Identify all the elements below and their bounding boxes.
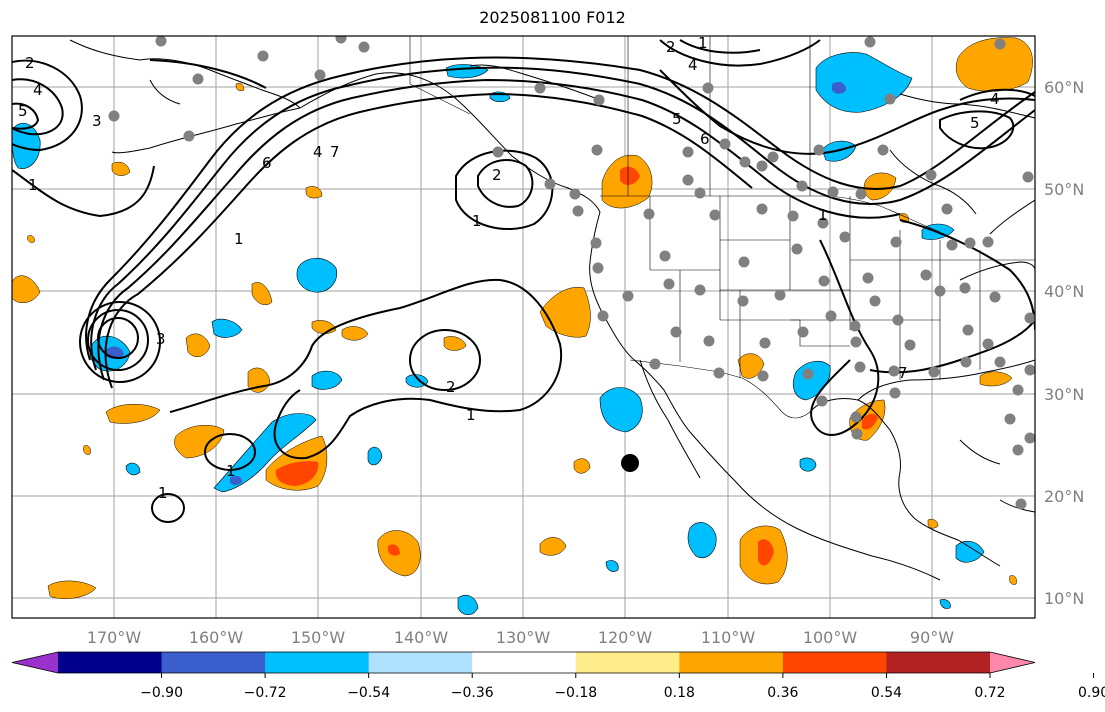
lon-label: 170°W <box>87 628 142 647</box>
svg-text:6: 6 <box>700 130 710 148</box>
colorbar-segment <box>472 652 577 673</box>
svg-text:4: 4 <box>33 81 43 99</box>
svg-text:3: 3 <box>156 330 166 348</box>
colorbar-segment <box>265 652 370 673</box>
lon-label: 140°W <box>394 628 449 647</box>
svg-text:1: 1 <box>466 406 476 424</box>
svg-text:1: 1 <box>472 212 482 230</box>
svg-text:2: 2 <box>666 38 676 56</box>
colorbar-segment <box>161 652 266 673</box>
lon-label: 90°W <box>910 628 954 647</box>
map-frame <box>11 35 1036 619</box>
lat-label: 40°N <box>1044 282 1084 301</box>
location-marker <box>621 454 639 472</box>
colorbar-labels: −0.90 −0.72 −0.54 −0.36 −0.18 0.18 0.36 0.54 0.7… <box>140 673 1105 701</box>
lat-label: 50°N <box>1044 180 1084 199</box>
lat-label: 10°N <box>1044 589 1084 608</box>
colorbar-segment <box>368 652 473 673</box>
colorbar-segment <box>679 652 784 673</box>
svg-text:2: 2 <box>25 54 35 72</box>
svg-text:2: 2 <box>446 378 456 396</box>
svg-text:7: 7 <box>898 364 908 382</box>
longitude-labels: 170°W 160°W 150°W 140°W 130°W 120°W 110°… <box>87 628 954 647</box>
svg-text:4: 4 <box>688 56 698 74</box>
svg-text:1: 1 <box>158 484 168 502</box>
colorbar-tick-label: −0.36 <box>451 685 494 701</box>
svg-text:6: 6 <box>262 154 272 172</box>
strong-negative-shading <box>106 82 846 485</box>
colorbar-tick-label: 0.18 <box>664 685 695 701</box>
svg-text:5: 5 <box>18 102 28 120</box>
colorbar-segment <box>782 652 887 673</box>
svg-text:1: 1 <box>226 462 236 480</box>
lon-label: 110°W <box>701 628 756 647</box>
lon-label: 100°W <box>803 628 858 647</box>
lat-label: 20°N <box>1044 487 1084 506</box>
map-title: 2025081100 F012 <box>479 8 626 27</box>
svg-text:1: 1 <box>698 34 708 52</box>
colorbar-tick-label: 0.54 <box>871 685 902 701</box>
colorbar-extend-max <box>990 652 1035 673</box>
colorbar-extend-min <box>12 652 58 673</box>
colorbar-segment <box>58 652 163 673</box>
colorbar-tick-label: 0.36 <box>767 685 798 701</box>
contour-lines <box>12 39 1035 523</box>
svg-text:2: 2 <box>492 166 502 184</box>
lon-label: 130°W <box>496 628 551 647</box>
svg-text:1: 1 <box>234 230 244 248</box>
svg-text:5: 5 <box>672 110 682 128</box>
svg-text:7: 7 <box>330 143 340 161</box>
svg-text:1: 1 <box>818 206 828 224</box>
colorbar-segment <box>886 652 991 673</box>
colorbar-tick-label: −0.72 <box>244 685 287 701</box>
lat-label: 30°N <box>1044 385 1084 404</box>
svg-text:4: 4 <box>990 90 1000 108</box>
svg-text:4: 4 <box>313 143 323 161</box>
contour-labels: 2 4 5 3 1 6 4 7 1 2 1 2 1 1 1 3 4 6 5 4 … <box>18 34 1000 502</box>
colorbar-tick-label: −0.54 <box>347 685 390 701</box>
colorbar-tick-label: −0.90 <box>140 685 183 701</box>
station-dots <box>108 36 1035 510</box>
colorbar <box>11 651 1036 674</box>
svg-text:5: 5 <box>970 114 980 132</box>
latitude-labels: 60°N 50°N 40°N 30°N 20°N 10°N <box>1044 78 1084 608</box>
strong-positive-shading <box>275 166 878 566</box>
lon-label: 160°W <box>189 628 244 647</box>
positive-anomaly-shading <box>12 37 1033 599</box>
colorbar-tick-label: 0.90 <box>1078 685 1105 701</box>
colorbar-tick-label: −0.18 <box>554 685 597 701</box>
lat-label: 60°N <box>1044 78 1084 97</box>
lon-label: 120°W <box>598 628 653 647</box>
colorbar-tick-label: 0.72 <box>974 685 1005 701</box>
colorbar-segment <box>575 652 680 673</box>
svg-text:3: 3 <box>92 112 102 130</box>
lon-label: 150°W <box>291 628 346 647</box>
svg-text:1: 1 <box>28 176 38 194</box>
